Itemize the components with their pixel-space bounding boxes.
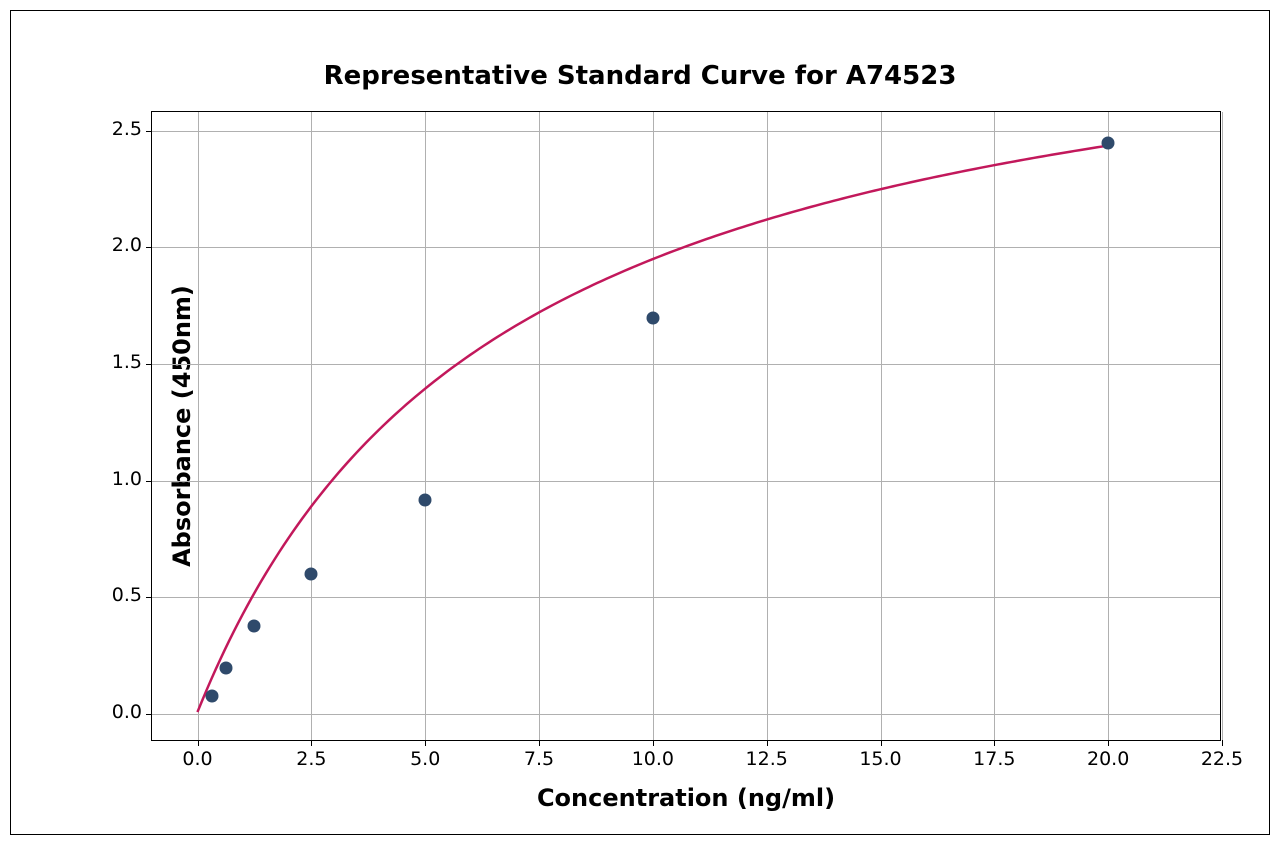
fitted-curve — [152, 112, 1220, 740]
x-tick-mark — [881, 740, 882, 746]
data-point — [419, 493, 432, 506]
grid-line-vertical — [1222, 112, 1223, 740]
data-point — [305, 568, 318, 581]
data-point — [1102, 136, 1115, 149]
x-tick-label: 17.5 — [973, 748, 1015, 770]
x-tick-label: 10.0 — [632, 748, 674, 770]
data-point — [248, 619, 261, 632]
x-tick-mark — [767, 740, 768, 746]
x-tick-label: 7.5 — [524, 748, 554, 770]
x-tick-label: 15.0 — [859, 748, 901, 770]
x-tick-mark — [1222, 740, 1223, 746]
x-tick-label: 22.5 — [1201, 748, 1243, 770]
x-tick-label: 12.5 — [746, 748, 788, 770]
x-tick-mark — [1108, 740, 1109, 746]
x-tick-label: 20.0 — [1087, 748, 1129, 770]
x-tick-label: 2.5 — [296, 748, 326, 770]
x-axis-label: Concentration (ng/ml) — [151, 784, 1221, 812]
chart-outer-frame: Representative Standard Curve for A74523… — [10, 10, 1270, 835]
x-tick-mark — [539, 740, 540, 746]
x-tick-label: 5.0 — [410, 748, 440, 770]
data-point — [205, 689, 218, 702]
x-tick-mark — [994, 740, 995, 746]
x-tick-mark — [425, 740, 426, 746]
chart-title: Representative Standard Curve for A74523 — [11, 61, 1269, 91]
x-tick-label: 0.0 — [182, 748, 212, 770]
x-tick-mark — [653, 740, 654, 746]
plot-area: 0.02.55.07.510.012.515.017.520.022.50.00… — [151, 111, 1221, 741]
data-point — [646, 311, 659, 324]
data-point — [219, 661, 232, 674]
